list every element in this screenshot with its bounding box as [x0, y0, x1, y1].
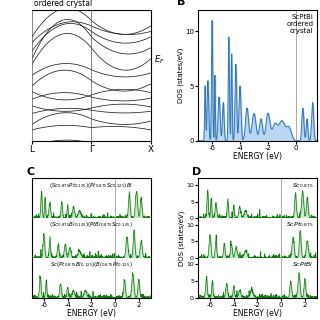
Text: $(Sc_{0.875}Bi_{0.125})(PtBi_{0.875}Sc_{0.125})$: $(Sc_{0.875}Bi_{0.125})(PtBi_{0.875}Sc_{… — [50, 220, 133, 229]
Text: $Sc_{0.875}$: $Sc_{0.875}$ — [292, 181, 313, 190]
Text: $(Sc_{0.875}Pt_{0.125})(Pt_{0.875}Sc_{0.125})Bi$: $(Sc_{0.875}Pt_{0.125})(Pt_{0.875}Sc_{0.… — [49, 181, 133, 190]
Text: B: B — [177, 0, 185, 7]
Text: $E_F$: $E_F$ — [154, 53, 165, 66]
Y-axis label: DOS (states/eV): DOS (states/eV) — [178, 210, 185, 266]
X-axis label: ENERGY (eV): ENERGY (eV) — [233, 152, 282, 161]
Text: C: C — [26, 167, 34, 177]
Text: D: D — [192, 167, 202, 177]
Text: $Sc(Pt_{0.875}Bi_{0.125})(Bi_{0.875}Pt_{0.125})$: $Sc(Pt_{0.875}Bi_{0.125})(Bi_{0.875}Pt_{… — [50, 260, 133, 269]
X-axis label: ENERGY (eV): ENERGY (eV) — [233, 309, 282, 318]
Text: $ScPt_{0.875}$: $ScPt_{0.875}$ — [285, 220, 313, 229]
Text: ordered crystal: ordered crystal — [34, 0, 92, 8]
X-axis label: ENERGY (eV): ENERGY (eV) — [67, 309, 116, 318]
Text: ScPtBi
ordered
crystal: ScPtBi ordered crystal — [286, 13, 313, 34]
Y-axis label: DOS (states/eV): DOS (states/eV) — [177, 47, 184, 103]
Text: $ScPtBi$: $ScPtBi$ — [292, 260, 313, 268]
